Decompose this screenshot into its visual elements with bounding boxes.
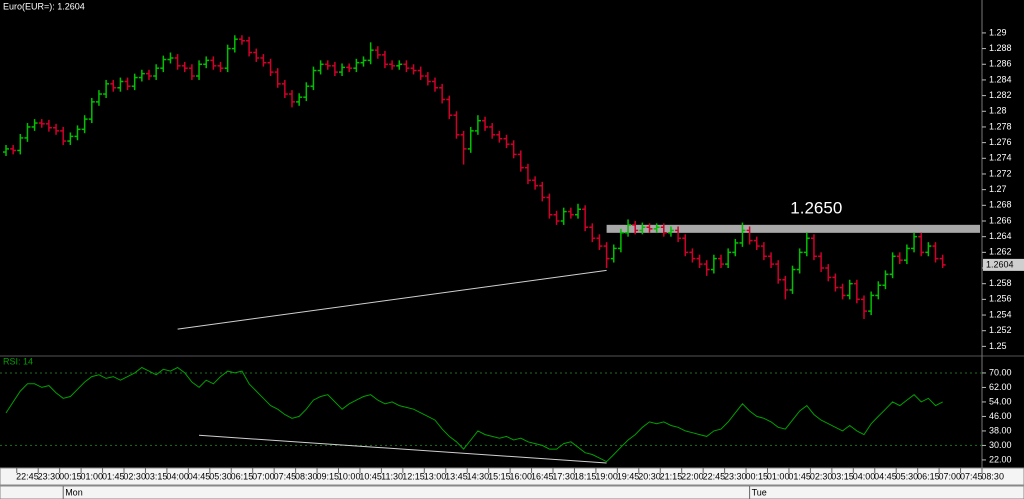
x-tick-label: 00:15 — [59, 471, 82, 481]
x-tick-label: 03:15 — [831, 471, 854, 481]
chart-title: Euro(EUR=): 1.2604 — [3, 1, 85, 11]
y-tick-label: 1.28 — [989, 106, 1007, 116]
y-tick-label: 1.286 — [989, 59, 1012, 69]
x-tick-label: 09:15 — [316, 471, 339, 481]
rsi-title: RSI: 14 — [3, 356, 33, 366]
y-tick-label: 1.278 — [989, 121, 1012, 131]
y-tick-label: 1.276 — [989, 137, 1012, 147]
y-tick-label: 1.258 — [989, 278, 1012, 288]
x-tick-label: 16:00 — [510, 471, 533, 481]
x-tick-label: 06:15 — [231, 471, 254, 481]
x-tick-label: 08:30 — [981, 471, 1004, 481]
x-tick-label: 01:45 — [788, 471, 811, 481]
y-tick-label: 1.282 — [989, 90, 1012, 100]
x-tick-label: 19:45 — [617, 471, 640, 481]
x-tick-label: 23:30 — [724, 471, 747, 481]
x-tick-label: 00:15 — [745, 471, 768, 481]
y-tick-label: 1.27 — [989, 184, 1007, 194]
x-tick-label: 01:00 — [767, 471, 790, 481]
x-tick-label: 06:15 — [917, 471, 940, 481]
y-tick-label: 1.264 — [989, 231, 1012, 241]
x-tick-label: 07:00 — [939, 471, 962, 481]
x-tick-label: 05:30 — [209, 471, 232, 481]
x-tick-label: 01:00 — [81, 471, 104, 481]
y-tick-label: 1.262 — [989, 247, 1012, 257]
x-tick-label: 22:00 — [681, 471, 704, 481]
day-label: Tue — [752, 487, 767, 497]
x-tick-label: 11:30 — [381, 471, 403, 481]
x-tick-label: 02:30 — [123, 471, 146, 481]
y-tick-label: 70.00 — [989, 367, 1012, 377]
y-tick-label: 1.254 — [989, 309, 1012, 319]
y-tick-label: 1.284 — [989, 74, 1012, 84]
trendline — [177, 269, 607, 330]
x-tick-label: 22:45 — [16, 471, 39, 481]
x-tick-label: 20:30 — [638, 471, 661, 481]
y-tick-label: 22.00 — [989, 454, 1012, 464]
x-tick-label: 07:00 — [252, 471, 275, 481]
x-tick-label: 07:45 — [274, 471, 297, 481]
y-tick-label: 1.266 — [989, 215, 1012, 225]
x-tick-label: 14:30 — [467, 471, 490, 481]
annotation-label: 1.2650 — [790, 198, 842, 217]
x-tick-label: 04:45 — [188, 471, 211, 481]
day-axis — [0, 485, 1024, 499]
y-tick-label: 1.272 — [989, 168, 1012, 178]
x-tick-label: 08:30 — [295, 471, 318, 481]
y-tick-label: 1.29 — [989, 27, 1007, 37]
y-tick-label: 1.288 — [989, 43, 1012, 53]
y-tick-label: 1.25 — [989, 341, 1007, 351]
y-tick-label: 38.00 — [989, 425, 1012, 435]
x-tick-label: 21:15 — [660, 471, 683, 481]
x-tick-label: 02:30 — [810, 471, 833, 481]
x-tick-label: 07:45 — [960, 471, 983, 481]
x-tick-label: 17:30 — [552, 471, 575, 481]
x-tick-label: 13:45 — [445, 471, 468, 481]
last-price-label: 1.2604 — [986, 259, 1014, 269]
x-tick-label: 23:30 — [38, 471, 61, 481]
x-tick-label: 10:00 — [338, 471, 361, 481]
x-tick-label: 04:00 — [166, 471, 189, 481]
y-tick-label: 46.00 — [989, 411, 1012, 421]
resistance-band — [606, 224, 980, 233]
x-tick-label: 12:15 — [402, 471, 425, 481]
x-tick-label: 16:45 — [531, 471, 554, 481]
x-tick-label: 04:45 — [874, 471, 897, 481]
y-tick-label: 1.274 — [989, 153, 1012, 163]
y-tick-label: 1.268 — [989, 200, 1012, 210]
y-tick-label: 1.252 — [989, 325, 1012, 335]
rsi-line — [5, 366, 943, 463]
x-tick-label: 22:45 — [703, 471, 726, 481]
x-tick-label: 04:00 — [853, 471, 876, 481]
trendline — [199, 434, 607, 464]
last-price-box — [983, 258, 1024, 271]
x-tick-label: 03:15 — [145, 471, 168, 481]
y-tick-label: 54.00 — [989, 396, 1012, 406]
x-tick-label: 13:00 — [424, 471, 447, 481]
x-tick-label: 10:45 — [359, 471, 382, 481]
y-tick-label: 30.00 — [989, 440, 1012, 450]
x-tick-label: 15:15 — [488, 471, 511, 481]
y-tick-label: 1.256 — [989, 294, 1012, 304]
y-tick-label: 62.00 — [989, 382, 1012, 392]
x-tick-label: 19:00 — [595, 471, 618, 481]
x-tick-label: 18:15 — [574, 471, 597, 481]
day-label: Mon — [65, 487, 83, 497]
x-tick-label: 05:30 — [896, 471, 919, 481]
x-tick-label: 01:45 — [102, 471, 125, 481]
